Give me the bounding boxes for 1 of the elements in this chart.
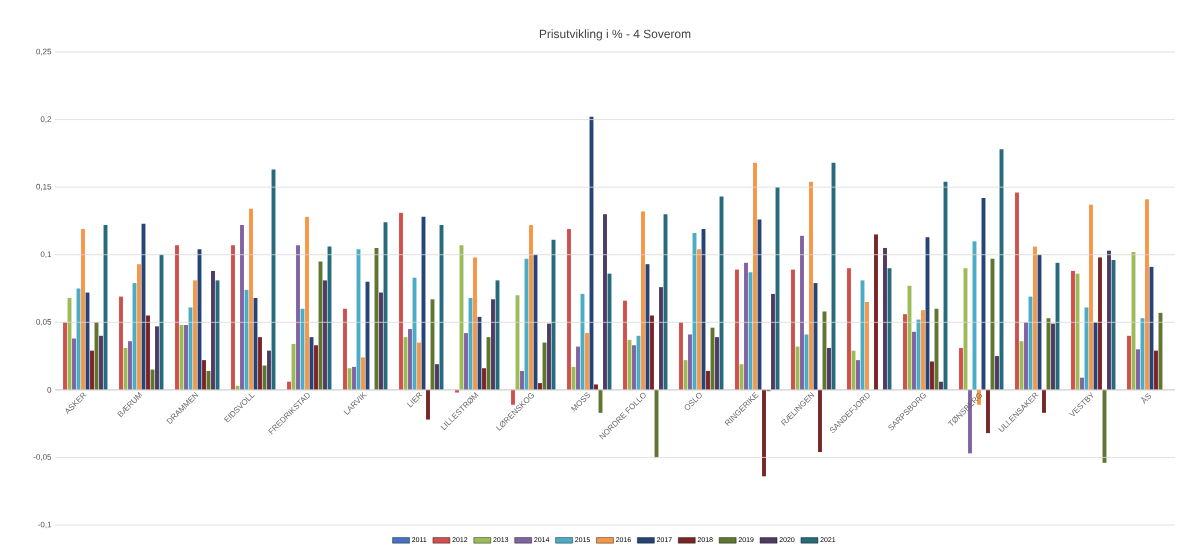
chart-title: Prisutvikling i % - 4 Soverom — [539, 29, 691, 41]
